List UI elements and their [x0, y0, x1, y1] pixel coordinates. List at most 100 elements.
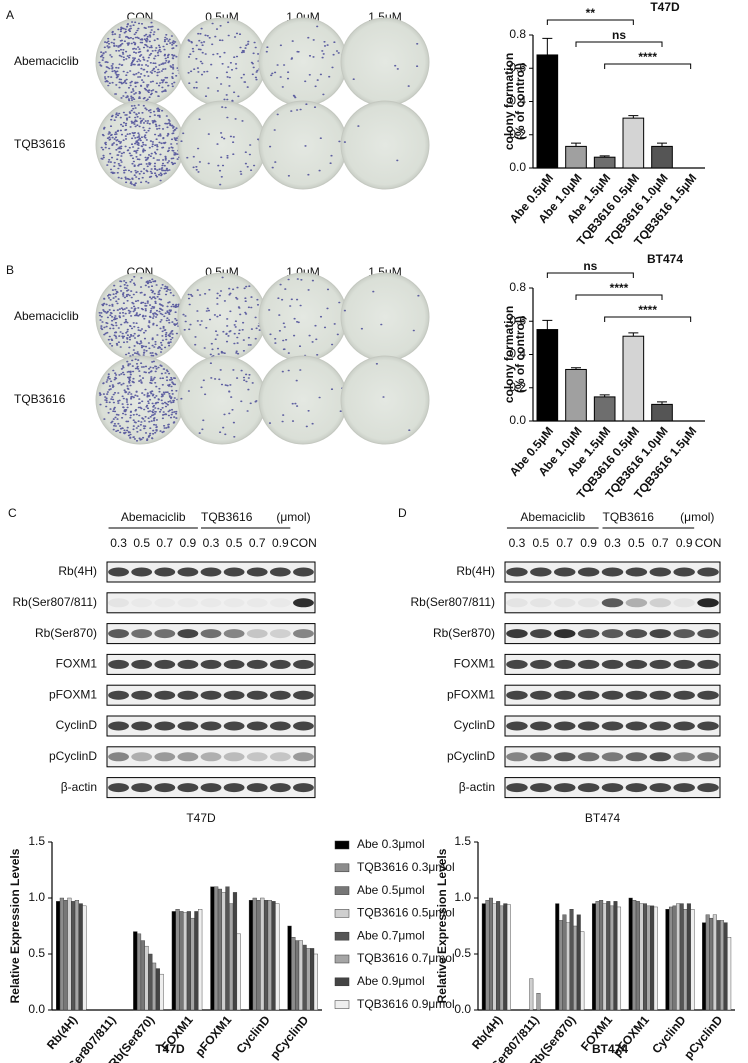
- bar: [210, 886, 215, 1011]
- bar: [628, 897, 633, 1011]
- blot-label: Rb(Ser870): [433, 626, 495, 640]
- y-tick-label: 0.5: [28, 946, 45, 960]
- y-tick-label: 0.5: [454, 946, 471, 960]
- bar: [271, 901, 276, 1011]
- panel-label: B: [6, 263, 14, 277]
- blot-band: [530, 721, 552, 731]
- panel-label: D: [398, 506, 407, 520]
- blot-band: [649, 598, 672, 608]
- bar: [133, 931, 138, 1011]
- chart-title: BT474: [592, 1042, 628, 1056]
- blot-band: [601, 783, 624, 793]
- blot-band: [269, 690, 291, 700]
- dish: [258, 17, 348, 107]
- blot-band: [625, 752, 648, 762]
- bar: [602, 903, 607, 1011]
- bar: [485, 900, 490, 1011]
- colonies: [180, 106, 261, 186]
- blot-label: FOXM1: [454, 657, 496, 671]
- dish: [340, 355, 430, 445]
- legend-label: TQB3616 0.5μmol: [357, 906, 455, 920]
- blot-band: [530, 567, 552, 577]
- row-label: Abemaciclib: [14, 54, 79, 68]
- bar: [536, 54, 559, 169]
- bar: [639, 903, 644, 1011]
- blot-band: [601, 659, 624, 669]
- bar: [705, 914, 710, 1011]
- panel-label: A: [6, 8, 14, 22]
- bar: [148, 953, 153, 1011]
- bar: [260, 897, 265, 1011]
- bar: [63, 900, 68, 1011]
- bar: [171, 911, 176, 1011]
- significance-bracket: [575, 294, 663, 300]
- lane-label: 0.5: [133, 536, 150, 550]
- dish: [177, 355, 267, 445]
- blot-label: pFOXM1: [447, 687, 495, 701]
- bar: [569, 909, 574, 1011]
- blot-band: [649, 629, 672, 639]
- blot-band: [697, 752, 719, 762]
- blot-band: [293, 659, 314, 669]
- blot-label: pFOXM1: [49, 687, 97, 701]
- y-tick-label: 0.8: [509, 27, 526, 41]
- dish: [258, 355, 348, 445]
- y-tick-label: 0.4: [509, 94, 526, 108]
- blot-band: [269, 659, 291, 669]
- bar: [179, 911, 184, 1011]
- bar: [488, 897, 493, 1011]
- bar: [256, 900, 261, 1011]
- blot-band: [530, 690, 552, 700]
- blot-band: [553, 659, 576, 669]
- blot-band: [200, 659, 222, 669]
- blot-band: [108, 690, 129, 700]
- blot-band: [131, 567, 153, 577]
- error-bar: [657, 142, 667, 147]
- legend-label: TQB3616 0.9μmol: [357, 997, 455, 1011]
- blot-band: [108, 629, 129, 639]
- bar: [536, 993, 541, 1011]
- bar: [310, 948, 315, 1011]
- bar: [635, 901, 640, 1011]
- lane-label: CON: [290, 536, 317, 550]
- y-axis-label: Relative Expression Levels: [8, 848, 22, 1003]
- bar: [573, 925, 578, 1011]
- blot-band: [697, 690, 719, 700]
- blot-label: CyclinD: [454, 718, 496, 732]
- blot-band: [223, 752, 245, 762]
- bar: [71, 901, 76, 1011]
- bar: [499, 905, 504, 1011]
- blot-band: [530, 629, 552, 639]
- bar: [686, 903, 691, 1011]
- bar: [712, 914, 717, 1011]
- error-bar: [571, 367, 581, 370]
- significance-label: ****: [638, 50, 657, 64]
- legend-swatch: [334, 954, 350, 964]
- blot-band: [530, 598, 552, 608]
- bar: [294, 940, 300, 1011]
- bar: [298, 940, 303, 1011]
- bar: [136, 933, 142, 1011]
- blot-band: [625, 598, 648, 608]
- bar: [599, 900, 604, 1011]
- bar: [175, 909, 180, 1011]
- error-bar: [542, 319, 553, 330]
- blot-band: [293, 567, 314, 577]
- group-unit: (μmol): [680, 510, 714, 524]
- blot-band: [553, 690, 576, 700]
- blot-band: [553, 598, 576, 608]
- colonies: [98, 21, 182, 102]
- x-tick-label: pCyclinD: [267, 1013, 311, 1062]
- colonies: [268, 369, 344, 428]
- blot-band: [200, 690, 222, 700]
- y-axis-label: Relative Expression Levels: [435, 848, 449, 1003]
- bar: [643, 903, 647, 1011]
- blot-band: [601, 567, 624, 577]
- blot-band: [673, 721, 695, 731]
- blot-band: [293, 598, 314, 608]
- colonies: [98, 358, 181, 442]
- bar: [593, 156, 616, 169]
- bar: [492, 903, 497, 1011]
- bar: [287, 925, 292, 1011]
- bar: [217, 888, 223, 1011]
